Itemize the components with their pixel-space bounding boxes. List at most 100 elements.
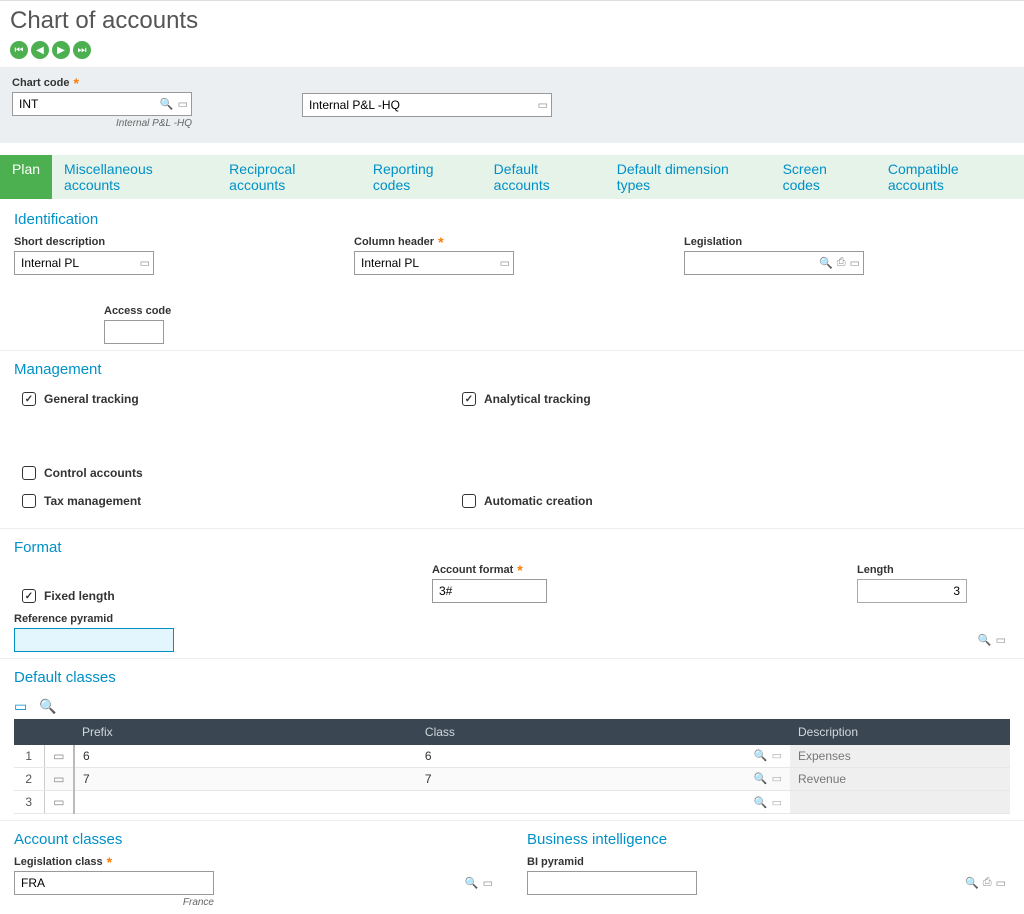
selection-icon[interactable]: ▭	[538, 99, 548, 112]
lookup-icon[interactable]: 🔍	[465, 877, 479, 890]
length-field: Length	[857, 564, 967, 603]
grid-selection-icon[interactable]: ▭	[14, 698, 27, 715]
bi-pyramid-label: BI pyramid	[527, 856, 1010, 868]
fixed-length-check[interactable]: Fixed length	[22, 589, 402, 603]
selection-icon[interactable]: ▭	[996, 877, 1006, 890]
column-header-label: Column header*	[354, 236, 514, 248]
legislation-class-input[interactable]	[14, 871, 214, 895]
cell-description: Expenses	[790, 745, 1010, 768]
lookup-icon[interactable]: 🔍	[754, 796, 768, 809]
access-code-label: Access code	[104, 305, 171, 317]
col-class[interactable]: Class	[417, 719, 790, 745]
actions-icon[interactable]: ⎙	[983, 877, 992, 890]
bi-pyramid-input[interactable]	[527, 871, 697, 895]
selection-icon[interactable]: ▭	[483, 877, 493, 890]
actions-icon[interactable]: ⎙	[837, 257, 846, 270]
management-title: Management	[14, 361, 1010, 378]
format-title: Format	[14, 539, 1010, 556]
prev-record-icon[interactable]: ◀	[31, 41, 49, 59]
first-record-icon[interactable]: ⏮	[10, 41, 28, 59]
account-format-label: Account format*	[432, 564, 547, 576]
tab-default-accounts[interactable]: Default accounts	[482, 155, 605, 199]
lookup-icon[interactable]: 🔍	[965, 877, 979, 890]
tab-compatible[interactable]: Compatible accounts	[876, 155, 1024, 199]
tab-misc-accounts[interactable]: Miscellaneous accounts	[52, 155, 217, 199]
tab-screen-codes[interactable]: Screen codes	[771, 155, 876, 199]
selection-icon[interactable]: ▭	[772, 796, 782, 809]
legislation-class-helper: France	[14, 897, 214, 908]
general-tracking-label: General tracking	[44, 392, 139, 406]
cell-prefix[interactable]	[74, 791, 417, 814]
row-action-icon[interactable]: ▭	[44, 768, 74, 791]
table-row[interactable]: 2 ▭ 7 7🔍▭ Revenue	[14, 768, 1010, 791]
account-format-input[interactable]	[432, 579, 547, 603]
chart-desc-input[interactable]	[302, 93, 552, 117]
control-accounts-check[interactable]: Control accounts	[22, 466, 143, 480]
tax-management-label: Tax management	[44, 494, 141, 508]
grid-toolbar: ▭ 🔍	[14, 694, 1010, 719]
cell-class[interactable]: 🔍▭	[417, 791, 790, 814]
general-tracking-check[interactable]: General tracking	[22, 392, 402, 406]
selection-icon[interactable]: ▭	[140, 257, 150, 270]
default-classes-tbody: 1 ▭ 6 6🔍▭ Expenses 2 ▭ 7 7🔍▭ Revenue 3 ▭…	[14, 745, 1010, 814]
selection-icon[interactable]: ▭	[850, 257, 860, 270]
checkbox-icon	[22, 466, 36, 480]
cell-class[interactable]: 7🔍▭	[417, 768, 790, 791]
tab-default-dim-types[interactable]: Default dimension types	[605, 155, 771, 199]
account-classes-title: Account classes	[14, 831, 497, 848]
selection-icon[interactable]: ▭	[500, 257, 510, 270]
col-description[interactable]: Description	[790, 719, 1010, 745]
table-row[interactable]: 3 ▭ 🔍▭	[14, 791, 1010, 814]
checkbox-icon	[22, 494, 36, 508]
lookup-icon[interactable]: 🔍	[978, 634, 992, 647]
bi-title: Business intelligence	[527, 831, 1010, 848]
access-code-input[interactable]	[104, 320, 164, 344]
grid-search-icon[interactable]: 🔍	[39, 698, 56, 715]
selection-icon[interactable]: ▭	[772, 772, 782, 785]
tab-plan[interactable]: Plan	[0, 155, 52, 199]
lookup-icon[interactable]: 🔍	[754, 749, 768, 762]
checkbox-icon	[462, 392, 476, 406]
legislation-class-field: Legislation class* 🔍 ▭ France	[14, 856, 497, 908]
next-record-icon[interactable]: ▶	[52, 41, 70, 59]
lookup-icon[interactable]: 🔍	[160, 98, 174, 111]
column-header-input[interactable]	[354, 251, 514, 275]
column-header-field: Column header* ▭	[354, 236, 514, 275]
tab-reciprocal[interactable]: Reciprocal accounts	[217, 155, 361, 199]
chart-code-label: Chart code*	[12, 77, 192, 89]
last-record-icon[interactable]: ⏭	[73, 41, 91, 59]
col-prefix[interactable]: Prefix	[74, 719, 417, 745]
row-action-icon[interactable]: ▭	[44, 791, 74, 814]
legislation-field: Legislation 🔍 ⎙ ▭	[684, 236, 864, 275]
row-number: 1	[14, 745, 44, 768]
ref-pyramid-field: Reference pyramid 🔍 ▭	[14, 613, 1010, 652]
table-row[interactable]: 1 ▭ 6 6🔍▭ Expenses	[14, 745, 1010, 768]
ref-pyramid-input[interactable]	[14, 628, 174, 652]
chart-code-helper: Internal P&L -HQ	[12, 118, 192, 129]
analytical-tracking-check[interactable]: Analytical tracking	[462, 392, 842, 406]
tax-management-check[interactable]: Tax management	[22, 494, 402, 508]
row-number: 2	[14, 768, 44, 791]
cell-prefix[interactable]: 7	[74, 768, 417, 791]
selection-icon[interactable]: ▭	[772, 749, 782, 762]
selection-icon[interactable]: ▭	[178, 98, 188, 111]
tab-reporting-codes[interactable]: Reporting codes	[361, 155, 482, 199]
bi-section: Business intelligence BI pyramid 🔍 ⎙ ▭	[527, 831, 1010, 908]
record-nav: ⏮ ◀ ▶ ⏭	[0, 39, 1024, 67]
lookup-icon[interactable]: 🔍	[819, 257, 833, 270]
management-section: Management General tracking Analytical t…	[0, 351, 1024, 529]
cell-class[interactable]: 6🔍▭	[417, 745, 790, 768]
row-action-icon[interactable]: ▭	[44, 745, 74, 768]
short-desc-input[interactable]	[14, 251, 154, 275]
identification-section: Identification Short description ▭ Colum…	[0, 201, 1024, 351]
col-rownum	[14, 719, 44, 745]
cell-description	[790, 791, 1010, 814]
chart-code-field: Chart code* 🔍 ▭ Internal P&L -HQ	[12, 77, 192, 129]
lookup-icon[interactable]: 🔍	[754, 772, 768, 785]
code-band: Chart code* 🔍 ▭ Internal P&L -HQ ▭	[0, 67, 1024, 143]
automatic-creation-check[interactable]: Automatic creation	[462, 494, 842, 508]
selection-icon[interactable]: ▭	[996, 634, 1006, 647]
cell-prefix[interactable]: 6	[74, 745, 417, 768]
cell-description: Revenue	[790, 768, 1010, 791]
chart-desc-field: ▭	[302, 93, 552, 117]
